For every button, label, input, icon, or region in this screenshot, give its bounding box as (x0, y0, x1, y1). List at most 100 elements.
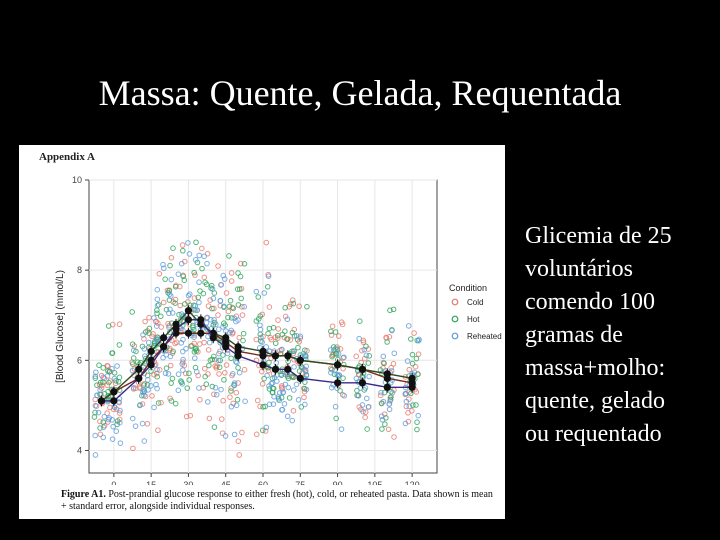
individual-point (380, 359, 387, 366)
individual-point (285, 384, 292, 391)
individual-point (92, 373, 99, 380)
individual-point (234, 359, 240, 366)
individual-point (265, 330, 271, 337)
individual-point (218, 416, 225, 422)
individual-point (202, 279, 208, 286)
appendix-label: Appendix A (39, 151, 95, 163)
individual-point (94, 382, 100, 388)
individual-point (182, 370, 189, 377)
individual-point (297, 333, 304, 340)
individual-point (338, 426, 345, 432)
caption-bold: Figure A1. (61, 489, 106, 500)
individual-point (362, 414, 368, 421)
individual-point (109, 365, 115, 372)
individual-point (172, 340, 178, 347)
individual-point (233, 358, 239, 365)
individual-point (404, 358, 411, 364)
individual-point (296, 303, 302, 310)
individual-point (409, 351, 416, 358)
individual-point (390, 360, 397, 367)
x-tick-label: 90 (333, 480, 343, 485)
description-line: quente, gelado (525, 388, 665, 414)
x-tick-label: 30 (183, 480, 193, 485)
mean-point (135, 365, 143, 373)
individual-point (303, 363, 310, 370)
individual-point (257, 326, 264, 333)
individual-point (172, 296, 179, 303)
individual-point (302, 401, 308, 408)
individual-point (167, 293, 174, 299)
individual-point (409, 360, 416, 367)
individual-point (341, 392, 347, 399)
individual-point (241, 260, 248, 267)
individual-point (97, 431, 104, 438)
individual-point (178, 260, 185, 267)
individual-point (236, 369, 243, 376)
mean-point (159, 343, 168, 351)
individual-point (266, 325, 273, 332)
individual-point (227, 297, 234, 304)
individual-point (180, 348, 186, 355)
individual-point (149, 393, 155, 399)
individual-point (182, 301, 188, 307)
individual-point (95, 409, 102, 416)
individual-point (332, 346, 339, 352)
individual-point (139, 420, 146, 427)
individual-point (333, 351, 340, 357)
individual-point (175, 371, 182, 378)
individual-point (388, 364, 394, 371)
individual-point (328, 369, 334, 376)
individual-point (168, 398, 175, 404)
individual-point (289, 417, 296, 424)
individual-point (151, 315, 157, 321)
individual-point (211, 353, 217, 360)
individual-point (291, 364, 297, 370)
mean-point (259, 347, 267, 355)
individual-point (413, 402, 419, 408)
individual-point (179, 242, 186, 248)
individual-point (242, 398, 248, 405)
mean-point (408, 383, 416, 391)
individual-point (365, 360, 372, 366)
individual-point (145, 339, 152, 346)
individual-point (240, 337, 246, 344)
individual-point (355, 392, 362, 399)
individual-point (209, 356, 215, 363)
individual-point (227, 394, 233, 400)
individual-point (166, 310, 172, 317)
individual-point (329, 366, 335, 373)
individual-point (153, 323, 160, 329)
individual-point (149, 333, 155, 340)
individual-point (262, 428, 269, 434)
individual-point (111, 404, 118, 410)
individual-point (284, 316, 291, 323)
mean-point (383, 383, 391, 391)
x-tick-label: 45 (221, 480, 231, 485)
mean-point (333, 361, 342, 369)
individual-point (156, 270, 163, 277)
mean-point (97, 397, 106, 405)
individual-point (117, 440, 124, 446)
individual-point (402, 390, 409, 397)
description-line: ou requentado (525, 421, 662, 447)
x-tick-label: 60 (258, 480, 268, 485)
individual-point (378, 389, 384, 396)
individual-point (270, 401, 277, 407)
figure-panel: Appendix A 015304560759010512046810Time … (19, 145, 505, 519)
individual-point (157, 313, 164, 320)
individual-point (268, 336, 275, 343)
individual-point (209, 286, 216, 292)
y-axis-label: [Blood Glucose] (mmol/L) (55, 270, 66, 383)
individual-point (203, 319, 210, 326)
individual-point (146, 330, 152, 336)
individual-point (209, 383, 216, 390)
individual-point (335, 333, 342, 339)
individual-point (379, 416, 386, 423)
individual-point (170, 348, 176, 355)
individual-point (169, 310, 176, 316)
individual-point (191, 269, 197, 276)
individual-point (205, 347, 212, 353)
individual-point (151, 404, 157, 411)
individual-point (96, 362, 102, 369)
description-line: Glicemia de 25 (525, 223, 672, 249)
